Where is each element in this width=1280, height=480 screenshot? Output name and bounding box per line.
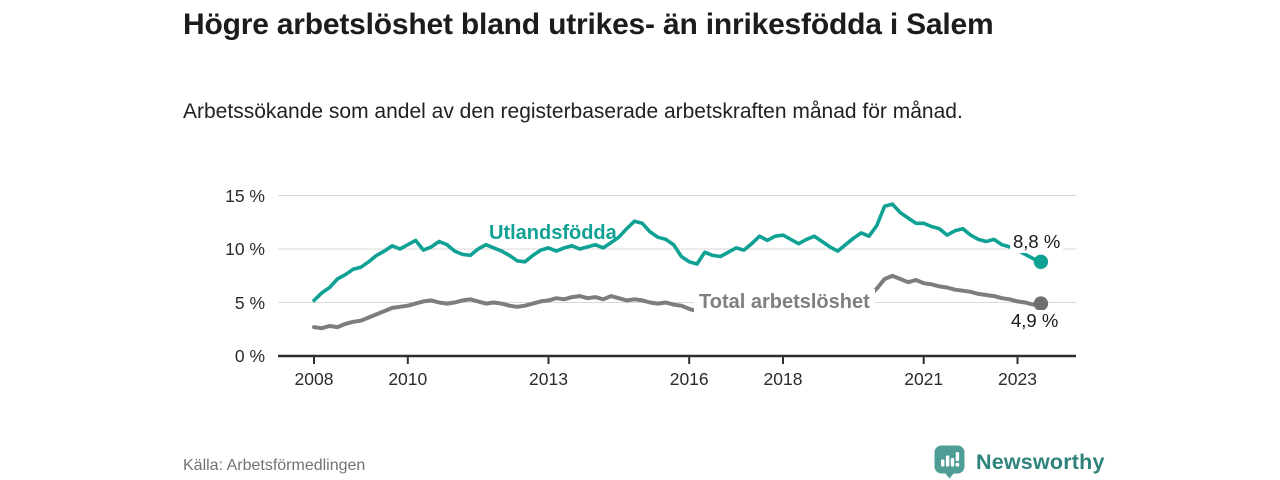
brand-logo: Newsworthy [934, 444, 1105, 480]
series-line-total [312, 273, 1043, 331]
source-note: Källa: Arbetsförmedlingen [183, 457, 366, 474]
x-axis-label: 2023 [998, 369, 1037, 389]
chart-subtitle: Arbetssökande som andel av den registerb… [183, 100, 963, 123]
series-end-dot-utlandsfodda [1033, 254, 1049, 269]
y-axis-label: 5 % [234, 292, 265, 313]
brand-wordmark: Newsworthy [976, 449, 1105, 474]
end-value-label-utlandsfodda: 8,8 % [1010, 231, 1064, 253]
x-axis-label: 2008 [294, 369, 334, 389]
x-axis-label: 2010 [388, 369, 428, 389]
y-axis-label: 0 % [234, 346, 265, 366]
x-axis-label: 2018 [763, 369, 803, 389]
y-axis-label: 15 % [225, 185, 265, 206]
series-label-utlandsfodda: Utlandsfödda [489, 222, 617, 244]
x-axis-label: 2021 [904, 369, 944, 389]
series-label-total-arbetsloshet: Total arbetslöshet [694, 289, 875, 315]
chart-title: Högre arbetslöshet bland utrikes- än inr… [183, 8, 994, 41]
x-axis-label: 2016 [669, 369, 709, 389]
y-axis-label: 10 % [225, 239, 265, 259]
end-value-label-total: 4,9 % [1008, 310, 1062, 332]
series-end-dot-total [1033, 296, 1049, 311]
newsworthy-icon [934, 445, 965, 479]
series-line-utlandsfodda [312, 202, 1043, 303]
x-axis-label: 2013 [529, 369, 568, 389]
